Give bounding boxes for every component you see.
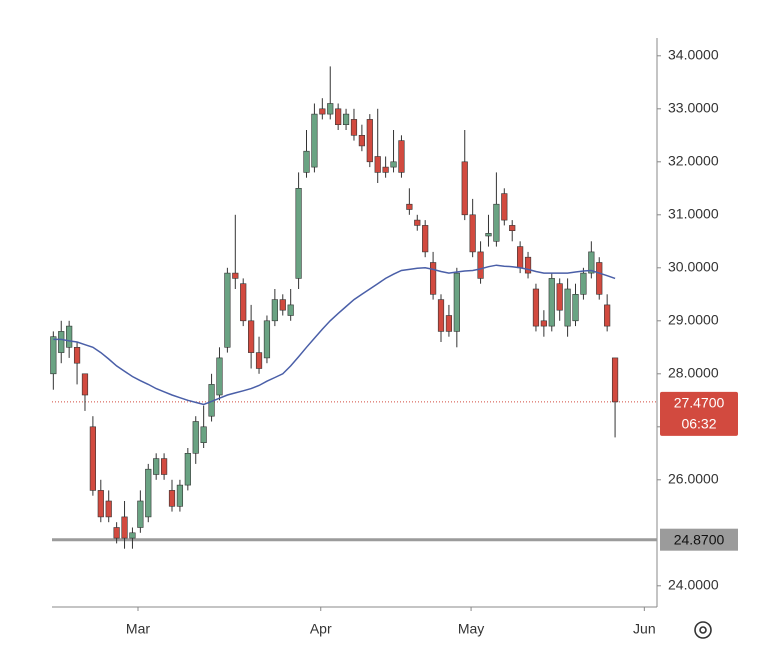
candle-body <box>350 119 358 136</box>
candle-body <box>398 140 405 173</box>
y-tick-label: 34.0000 <box>668 47 719 63</box>
candle-body <box>382 166 389 173</box>
y-tick-label: 26.0000 <box>668 471 719 487</box>
candle-body <box>224 272 231 348</box>
candle-body <box>81 373 89 396</box>
candle-body <box>240 283 247 322</box>
candle-body <box>113 527 120 539</box>
candle-body <box>524 256 532 274</box>
candle-body <box>153 458 160 475</box>
candle-body <box>390 161 397 168</box>
candle-body <box>453 272 460 332</box>
candle-body <box>184 452 191 486</box>
candle-body <box>429 262 437 295</box>
candle-body <box>137 500 144 528</box>
last-price-box <box>660 391 738 436</box>
y-tick-label: 24.0000 <box>668 577 719 593</box>
candle-body <box>366 119 373 163</box>
settings-icon[interactable] <box>694 621 712 639</box>
candle-body <box>556 283 563 311</box>
candle-body <box>501 193 508 221</box>
candle-body <box>176 484 184 507</box>
x-tick-label: Mar <box>126 621 150 637</box>
candle-body <box>129 532 136 539</box>
candle-body <box>461 161 468 216</box>
moving-average-line <box>53 264 616 406</box>
candle-body <box>406 203 413 210</box>
x-tick-label: Jun <box>633 621 656 637</box>
y-tick-label: 28.0000 <box>668 365 719 381</box>
candle-body <box>145 468 152 518</box>
candle-body <box>303 150 310 173</box>
candle-body <box>611 357 619 403</box>
candle-body <box>335 108 342 126</box>
gear-inner[interactable] <box>699 626 707 634</box>
candle-body <box>580 272 587 295</box>
last-price-label: 27.4700 <box>674 395 725 411</box>
candle-body <box>358 135 365 147</box>
y-tick-label: 31.0000 <box>668 206 719 222</box>
candle-body <box>248 320 255 353</box>
candle-body <box>437 299 445 332</box>
candle-body <box>596 262 603 295</box>
support-label-box <box>660 528 738 551</box>
countdown: 06:32 <box>681 416 716 432</box>
candle-body <box>216 357 223 396</box>
candle-body <box>97 490 104 518</box>
candle-body <box>160 458 168 475</box>
candle-body <box>564 288 571 327</box>
candle-body <box>89 426 96 491</box>
candle-body <box>295 188 302 279</box>
candle-body <box>532 288 540 327</box>
candle-body <box>422 225 429 253</box>
candle-body <box>604 304 611 327</box>
candle-body <box>327 103 334 115</box>
candle-body <box>66 325 73 348</box>
candle-body <box>548 278 555 327</box>
candle-body <box>200 426 207 443</box>
candle-body <box>374 156 381 173</box>
candle-body <box>232 272 239 279</box>
candle-body <box>263 320 271 359</box>
candle-body <box>319 108 326 115</box>
candle-body <box>572 293 579 322</box>
candle-body <box>192 421 199 454</box>
candle-body <box>105 500 112 518</box>
candle-body <box>509 225 516 231</box>
candle-body <box>311 113 318 168</box>
candle-body <box>414 219 421 226</box>
candle-body <box>588 251 595 274</box>
x-tick-label: Apr <box>310 621 332 637</box>
candle-body <box>493 203 500 242</box>
candle-body <box>121 516 128 539</box>
x-tick-label: May <box>458 621 484 637</box>
candle-body <box>50 336 57 375</box>
candle-body <box>469 214 476 253</box>
candle-body <box>255 352 263 369</box>
gear-outer[interactable] <box>694 621 712 639</box>
candle-body <box>445 315 453 332</box>
candle-body <box>73 346 81 364</box>
y-tick-label: 32.0000 <box>668 153 719 169</box>
candle-body <box>485 233 492 237</box>
y-tick-label: 30.0000 <box>668 259 719 275</box>
y-tick-label: 33.0000 <box>668 100 719 116</box>
candle-body <box>168 490 176 507</box>
support-label: 24.8700 <box>674 531 725 547</box>
candle-body <box>517 246 524 269</box>
y-tick-label: 29.0000 <box>668 312 719 328</box>
candle-body <box>342 113 350 125</box>
candle-body <box>279 299 286 311</box>
candle-body <box>271 299 278 322</box>
candle-body <box>58 331 65 353</box>
candle-body <box>287 304 294 316</box>
candle-body <box>540 320 547 327</box>
candle-body <box>477 251 484 279</box>
